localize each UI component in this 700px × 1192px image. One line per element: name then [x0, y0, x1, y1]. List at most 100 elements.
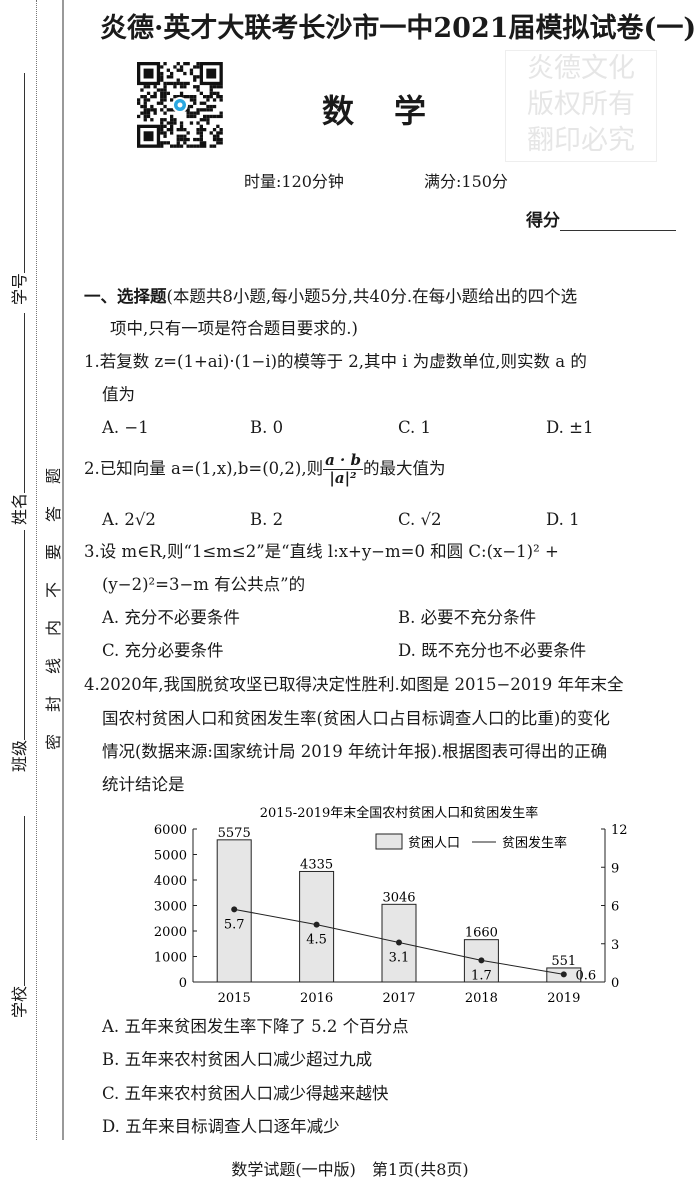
qr-module [173, 65, 177, 69]
qr-module [216, 141, 220, 145]
qr-module [206, 108, 210, 112]
bar-label: 1660 [465, 926, 498, 941]
qr-finder-center [143, 68, 154, 79]
qr-module [160, 91, 164, 95]
qr-module [183, 134, 187, 138]
qr-module [160, 144, 164, 148]
qr-module [196, 121, 200, 125]
q1-option-c: C. 1 [398, 418, 432, 437]
qr-module [186, 131, 190, 135]
rate-point [478, 957, 485, 964]
qr-module [179, 137, 184, 142]
qr-module [183, 128, 187, 132]
qr-module [199, 118, 203, 122]
qr-module [176, 78, 180, 82]
qr-module [219, 98, 223, 102]
bar-label: 3046 [382, 890, 415, 905]
qr-module [189, 104, 194, 109]
q3-stem-2: (y−2)²=3−m 有公共点”的 [102, 575, 306, 594]
rate-label: 1.7 [471, 968, 492, 983]
qr-module [137, 101, 141, 105]
qr-module [189, 71, 194, 76]
qr-module [166, 121, 170, 125]
qr-module [166, 141, 170, 145]
left-tick-label: 1000 [154, 951, 187, 966]
qr-module [203, 101, 207, 105]
qr-module [173, 144, 177, 148]
qr-module [140, 104, 144, 109]
qr-module [183, 141, 187, 145]
time-limit: 时量:120分钟 [244, 172, 344, 191]
qr-module [179, 68, 184, 72]
q4-option-b: B. 五年来农村贫困人口减少超过九成 [102, 1050, 373, 1069]
qr-module [212, 104, 217, 109]
qr-module [186, 111, 190, 115]
qr-module [170, 118, 174, 122]
qr-module [160, 78, 164, 82]
qr-module [212, 137, 217, 142]
qr-module [212, 128, 217, 132]
qr-module [193, 144, 197, 148]
score-label: 得分 [526, 211, 560, 231]
rate-label: 4.5 [306, 933, 327, 948]
qr-module [140, 88, 144, 92]
right-tick-label: 12 [611, 823, 628, 838]
left-tick-label: 2000 [154, 925, 187, 940]
x-tick-label: 2018 [465, 991, 498, 1006]
qr-module [170, 98, 174, 102]
score-field: 得分 [526, 206, 676, 231]
section-desc: 项中,只有一项是符合题目要求的.) [110, 319, 358, 338]
qr-module [183, 85, 187, 89]
qr-module [196, 75, 200, 79]
qr-module [196, 128, 200, 132]
qr-module [146, 114, 151, 119]
qr-module [146, 91, 151, 95]
q3-option-d: D. 既不充分也不必要条件 [398, 641, 587, 660]
qr-module [203, 144, 207, 148]
qr-module [170, 71, 174, 76]
qr-module [196, 144, 200, 148]
qr-module [163, 104, 167, 109]
chart-title: 2015-2019年末全国农村贫困人口和贫困发生率 [260, 805, 539, 821]
qr-module [189, 144, 194, 148]
qr-module [196, 137, 200, 142]
qr-module [170, 114, 174, 119]
qr-module [160, 75, 164, 79]
qr-module [163, 118, 167, 122]
q1-stem: 1.若复数 z=(1+ai)·(1−i)的模等于 2,其中 i 为虚数单位,则实… [84, 352, 587, 371]
qr-module [193, 111, 197, 115]
field-class: 班级 [6, 529, 30, 772]
qr-module [163, 141, 167, 145]
q3-stem: 3.设 m∈R,则“1≤m≤2”是“直线 l:x+y−m=0 和圆 C:(x−1… [84, 542, 559, 561]
x-tick-label: 2016 [300, 991, 333, 1006]
qr-module [199, 124, 203, 128]
bar-label: 4335 [300, 857, 333, 872]
qr-module [160, 71, 164, 76]
qr-module [137, 114, 141, 119]
watermark-line: 版权所有 [527, 89, 635, 120]
rate-label: 5.7 [224, 917, 245, 932]
qr-module [163, 95, 167, 99]
qr-module [193, 75, 197, 79]
qr-module [212, 85, 217, 89]
qr-module [173, 95, 177, 99]
qr-module [209, 91, 213, 95]
qr-module [179, 121, 184, 125]
legend-bar-swatch [375, 833, 403, 850]
qr-module [179, 81, 184, 86]
qr-module [209, 114, 213, 119]
qr-module [166, 81, 170, 86]
right-tick-label: 3 [611, 938, 619, 953]
qr-module [206, 98, 210, 102]
qr-module [163, 81, 167, 86]
left-tick-label: 3000 [154, 900, 187, 915]
qr-module [137, 98, 141, 102]
qr-module [199, 131, 203, 135]
qr-module [212, 134, 217, 138]
q4-option-d: D. 五年来目标调查人口逐年减少 [102, 1117, 340, 1136]
qr-module [209, 88, 213, 92]
field-name: 姓名 [6, 312, 30, 525]
qr-module [219, 137, 223, 142]
qr-module [163, 88, 167, 92]
qr-module [206, 104, 210, 109]
